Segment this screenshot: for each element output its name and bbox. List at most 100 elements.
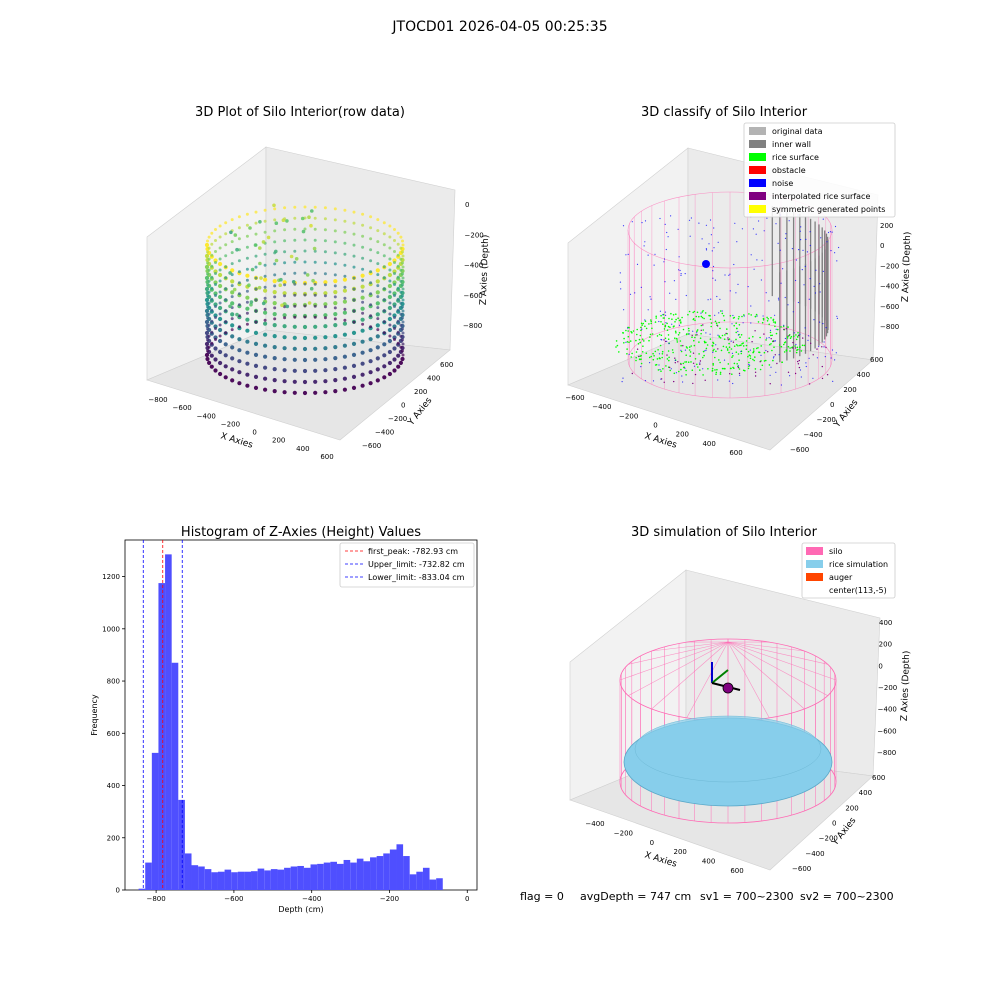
rice-surface-point <box>672 314 675 316</box>
x-tick-label: −800 <box>148 396 167 404</box>
rice-surface-point <box>694 336 696 339</box>
rice-surface-point <box>754 315 757 318</box>
raw-data-point <box>230 356 235 361</box>
noise-point <box>644 220 647 222</box>
raw-data-point <box>368 348 373 353</box>
rice-surface-point <box>656 335 659 337</box>
raw-data-point <box>300 216 305 221</box>
raw-data-point <box>245 256 249 260</box>
rice-surface-point <box>636 328 638 331</box>
rice-surface-point <box>632 330 635 332</box>
y-tick-label: 400 <box>427 375 440 383</box>
noise-point <box>835 352 837 354</box>
raw-data-point <box>250 267 255 272</box>
raw-data-point <box>401 327 404 331</box>
noise-point <box>819 291 821 293</box>
raw-data-point <box>352 243 356 247</box>
rice-surface-point <box>763 360 766 362</box>
raw-data-point <box>273 295 277 299</box>
raw-data-point <box>360 273 365 278</box>
noise-point <box>784 337 787 340</box>
rice-surface-point <box>688 310 691 313</box>
raw-data-point <box>272 203 276 208</box>
raw-data-point <box>282 379 287 384</box>
raw-data-point <box>282 390 287 395</box>
raw-data-point <box>253 374 259 379</box>
raw-data-point <box>352 309 356 313</box>
noise-point <box>773 356 775 358</box>
raw-data-point <box>333 218 337 222</box>
raw-data-point <box>396 275 400 279</box>
raw-data-point <box>253 243 258 247</box>
raw-data-point <box>382 298 386 302</box>
noise-point <box>620 288 622 290</box>
x-tick-label: 200 <box>676 431 689 439</box>
noise-point <box>732 314 734 317</box>
raw-data-point <box>214 305 217 308</box>
x-tick-label: −400 <box>302 895 321 903</box>
legend-entry: inner wall <box>772 140 811 149</box>
noise-point <box>658 320 660 323</box>
raw-data-point <box>283 250 287 254</box>
raw-data-point <box>233 233 238 237</box>
raw-data-point <box>396 286 400 290</box>
noise-point <box>644 241 646 243</box>
raw-data-point <box>285 304 290 309</box>
noise-point <box>755 233 757 235</box>
raw-data-point <box>218 323 222 327</box>
raw-data-point <box>273 317 277 321</box>
z-tick-label: 200 <box>880 222 893 230</box>
legend-swatch <box>749 140 766 148</box>
raw-data-point <box>361 256 365 260</box>
rice-surface-point <box>652 352 654 355</box>
rice-surface-point <box>737 318 740 320</box>
raw-data-point <box>206 327 209 331</box>
raw-data-point <box>257 285 262 290</box>
rice-surface-point <box>699 369 701 371</box>
rice-surface-point <box>682 328 685 331</box>
silo-roof-wire <box>727 641 837 681</box>
rice-surface-point <box>631 352 633 355</box>
rice-surface-point <box>681 316 683 319</box>
z-tick-label: −800 <box>877 749 896 757</box>
rice-surface-point <box>753 359 755 362</box>
raw-data-point <box>333 317 337 321</box>
raw-data-point <box>213 346 218 351</box>
raw-data-point <box>342 277 347 282</box>
raw-data-point <box>323 346 328 351</box>
noise-point <box>818 345 820 347</box>
raw-data-point <box>272 334 277 339</box>
raw-data-point <box>312 246 317 251</box>
raw-data-point <box>388 301 392 305</box>
noise-point <box>709 333 711 335</box>
rice-surface-point <box>730 348 733 350</box>
rice-surface-point <box>626 353 628 355</box>
rice-surface-point <box>795 338 798 341</box>
raw-data-point <box>313 304 317 308</box>
rice-surface-point <box>789 347 791 349</box>
rice-surface-point <box>660 321 662 323</box>
raw-data-point <box>210 231 214 235</box>
noise-point <box>705 224 708 226</box>
raw-data-point <box>272 367 277 372</box>
rice-surface-point <box>660 370 662 373</box>
noise-point <box>775 328 777 330</box>
raw-data-point <box>214 294 217 297</box>
raw-data-point <box>230 284 234 288</box>
raw-data-point <box>283 294 287 298</box>
noise-point <box>663 261 665 263</box>
raw-data-point <box>351 374 357 379</box>
z-tick-label: −200 <box>878 684 897 692</box>
raw-data-point <box>302 346 308 352</box>
legend-swatch <box>749 153 766 161</box>
interpolated-point <box>665 340 667 343</box>
rice-surface-point <box>635 339 637 342</box>
raw-data-point <box>218 279 222 283</box>
status-footer: flag = 0 avgDepth = 747 cm sv1 = 700~230… <box>520 890 894 903</box>
rice-surface-point <box>787 335 789 338</box>
raw-data-point <box>369 215 373 219</box>
raw-data-point <box>210 253 214 257</box>
raw-data-point <box>249 302 253 307</box>
noise-point <box>808 357 810 359</box>
raw-data-point <box>333 345 338 350</box>
